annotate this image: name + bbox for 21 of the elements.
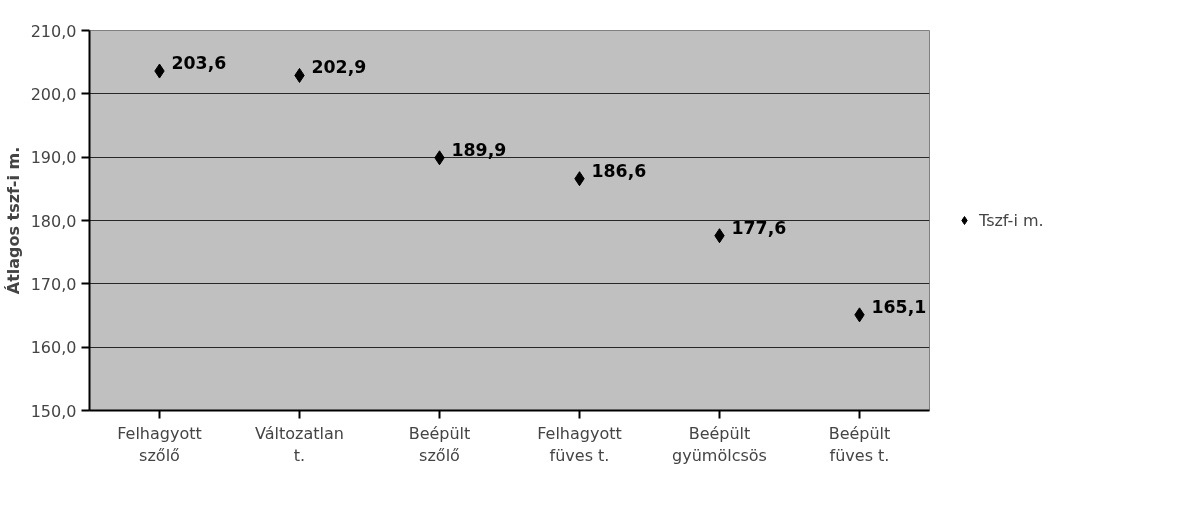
x-tick-label: Beépült szőlő xyxy=(408,423,471,466)
y-tick-label: 200,0 xyxy=(30,84,77,104)
data-label: 165,1 xyxy=(871,296,927,317)
data-label: 202,9 xyxy=(311,57,367,78)
y-axis-title: Átlagos tszf-i m. xyxy=(3,146,23,295)
y-tick-label: 150,0 xyxy=(30,401,77,421)
data-label: 186,6 xyxy=(591,160,647,181)
y-tick-label: 160,0 xyxy=(30,338,77,358)
y-tick-label: 170,0 xyxy=(30,274,77,294)
x-tick-label: Beépült gyümölcsös xyxy=(672,423,767,466)
data-label: 177,6 xyxy=(731,217,787,238)
y-tick-label: 210,0 xyxy=(30,21,77,41)
x-tick-label: Beépült füves t. xyxy=(828,423,891,466)
x-tick-label: Változatlan t. xyxy=(255,423,344,466)
x-tick-label: Felhagyott szőlő xyxy=(117,423,202,466)
y-tick-label: 180,0 xyxy=(30,211,77,231)
data-label: 203,6 xyxy=(171,53,227,74)
legend-label: Tszf-i m. xyxy=(979,210,1044,230)
x-tick-label: Felhagyott füves t. xyxy=(537,423,622,466)
data-label: 189,9 xyxy=(451,139,507,160)
y-tick-label: 190,0 xyxy=(30,148,77,168)
